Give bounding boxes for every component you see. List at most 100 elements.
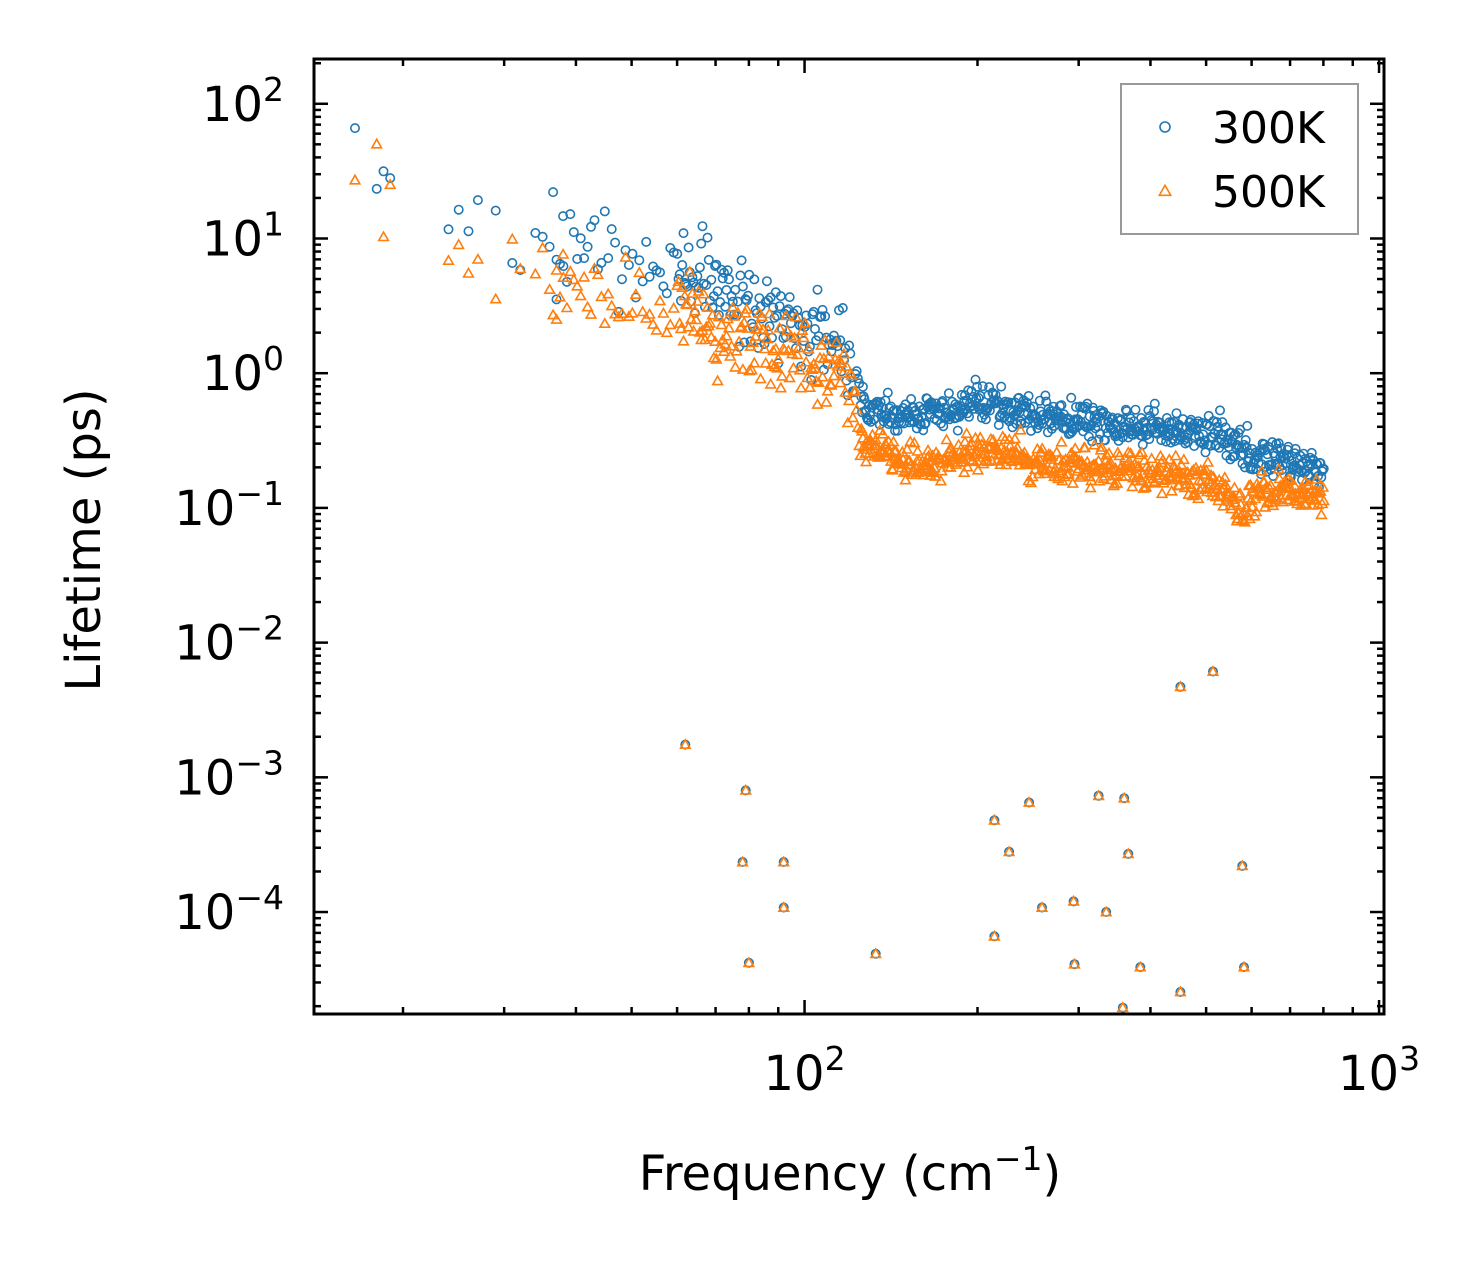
point-300k [744,269,755,280]
point-500k [981,455,994,467]
point-500k [801,371,814,383]
point-300k [828,330,839,341]
point-300k [1211,417,1222,428]
point-500k [773,321,786,333]
point-500k [743,364,756,376]
point-500k [676,281,689,293]
point-500k [688,304,702,316]
point-300k [764,321,775,332]
point-500k [1124,447,1137,459]
point-500k [849,384,862,396]
point-500k [712,310,726,322]
point-300k [1242,420,1253,431]
point-500k [550,263,563,275]
point-500k [1310,472,1323,484]
point-500k [1155,487,1169,499]
point-500k [615,307,629,319]
legend-frame [1120,83,1359,235]
outlier-point-500k [742,956,756,968]
point-300k [551,294,562,305]
point-300k [548,187,559,198]
point-300k [627,248,638,259]
point-500k [1088,438,1101,450]
point-300k [579,253,590,264]
point-300k [696,238,707,249]
point-500k [730,344,743,356]
point-500k [1264,478,1277,490]
legend-label-500k: 500K [1212,167,1326,218]
point-300k [1117,432,1128,443]
point-300k [1306,447,1317,458]
point-500k [1266,499,1280,511]
point-300k [1063,413,1074,424]
point-300k [711,259,722,270]
point-500k [793,363,806,375]
point-300k [737,281,748,292]
point-300k [970,374,981,385]
outlier-point-500k [1174,680,1187,692]
point-500k [909,468,923,480]
plot-points [348,123,1330,1013]
point-300k [784,292,795,303]
y-tick-label: 10−1 [174,474,284,537]
point-300k [672,248,683,259]
point-500k [715,318,728,330]
point-500k [803,381,817,393]
point-500k [799,355,813,367]
point-300k [1125,413,1136,424]
point-300k [915,419,926,430]
point-500k [1311,485,1324,497]
point-500k [1100,448,1113,460]
point-500k [717,345,731,357]
point-500k [1036,442,1049,454]
point-300k [720,301,731,312]
point-500k [1048,462,1062,474]
point-500k [1317,494,1330,506]
point-500k [789,310,803,322]
point-500k [560,301,574,313]
point-500k [825,378,838,390]
point-500k [1066,477,1079,488]
point-500k [845,369,858,381]
point-500k [1307,493,1321,505]
point-300k [943,388,954,399]
point-500k [749,330,762,341]
point-500k [834,376,847,388]
point-300k [816,311,827,322]
legend-circle-marker [1159,121,1171,133]
point-300k [596,257,607,268]
point-300k [641,236,652,247]
legend: 300K 500K [1120,83,1359,235]
point-500k [1156,453,1170,465]
point-500k [764,377,777,389]
point-300k [1240,434,1251,445]
point-500k [797,331,810,343]
point-500k [678,289,691,301]
point-500k [812,376,825,388]
point-500k [543,283,556,295]
point-300k [761,276,772,287]
point-300k [644,271,655,282]
point-500k [1177,453,1190,465]
point-500k [1102,446,1116,458]
outlier-point-500k [1022,796,1036,807]
x-axis-label: Frequency (cm−1) [639,1139,1062,1202]
y-tick-label: 100 [202,339,284,402]
point-500k [384,178,397,190]
point-500k [514,262,527,274]
point-500k [934,474,948,486]
point-300k [1143,405,1154,416]
point-500k [681,298,694,310]
point-300k [697,221,708,232]
outlier-point-500k [1067,894,1080,906]
point-500k [705,330,718,342]
point-500k [1068,450,1081,462]
point-500k [791,348,804,360]
point-500k [1011,441,1024,453]
point-500k [961,460,974,472]
point-500k [1095,440,1108,452]
point-300k [768,302,779,313]
point-500k [1092,454,1105,466]
point-500k [719,337,732,349]
point-500k [1200,464,1213,475]
